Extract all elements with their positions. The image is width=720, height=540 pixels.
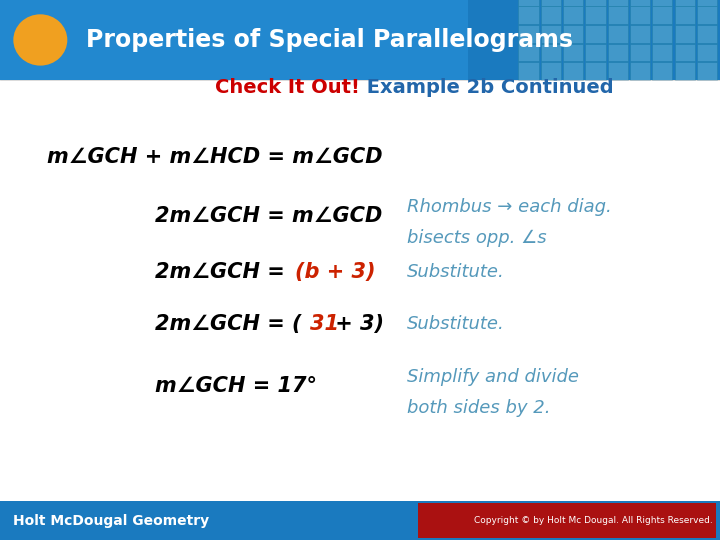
FancyBboxPatch shape [541,44,561,62]
Text: Example 2b Continued: Example 2b Continued [360,78,613,97]
FancyBboxPatch shape [630,62,650,80]
FancyBboxPatch shape [541,25,561,43]
FancyBboxPatch shape [630,6,650,24]
FancyBboxPatch shape [675,0,695,5]
Text: Substitute.: Substitute. [407,315,505,333]
FancyBboxPatch shape [697,62,717,80]
Text: Simplify and divide: Simplify and divide [407,368,579,386]
FancyBboxPatch shape [675,62,695,80]
FancyBboxPatch shape [518,62,539,80]
FancyBboxPatch shape [652,44,672,62]
FancyBboxPatch shape [697,6,717,24]
FancyBboxPatch shape [630,0,650,5]
Text: 2m∠GCH = (: 2m∠GCH = ( [155,314,301,334]
FancyBboxPatch shape [518,44,539,62]
Text: bisects opp. ∠s: bisects opp. ∠s [407,229,546,247]
Text: Copyright © by Holt Mc Dougal. All Rights Reserved.: Copyright © by Holt Mc Dougal. All Right… [474,516,713,525]
FancyBboxPatch shape [585,6,606,24]
FancyBboxPatch shape [563,0,583,5]
FancyBboxPatch shape [608,62,628,80]
FancyBboxPatch shape [652,62,672,80]
FancyBboxPatch shape [585,25,606,43]
FancyBboxPatch shape [652,0,672,5]
FancyBboxPatch shape [585,0,606,5]
FancyBboxPatch shape [585,44,606,62]
Text: 2m∠GCH =: 2m∠GCH = [155,261,292,282]
FancyBboxPatch shape [541,62,561,80]
FancyBboxPatch shape [697,44,717,62]
FancyBboxPatch shape [608,0,628,5]
FancyBboxPatch shape [697,25,717,43]
FancyBboxPatch shape [630,44,650,62]
Text: + 3): + 3) [328,314,384,334]
FancyBboxPatch shape [675,44,695,62]
FancyBboxPatch shape [563,44,583,62]
FancyBboxPatch shape [418,503,716,538]
Text: m∠GCH + m∠HCD = m∠GCD: m∠GCH + m∠HCD = m∠GCD [47,146,382,167]
FancyBboxPatch shape [563,6,583,24]
Text: Holt McDougal Geometry: Holt McDougal Geometry [13,514,209,528]
FancyBboxPatch shape [608,25,628,43]
FancyBboxPatch shape [0,0,468,80]
Text: Check It Out!: Check It Out! [215,78,360,97]
FancyBboxPatch shape [0,501,720,540]
FancyBboxPatch shape [518,0,539,5]
FancyBboxPatch shape [697,0,717,5]
FancyBboxPatch shape [675,6,695,24]
Text: 31: 31 [310,314,339,334]
Text: m∠GCH = 17°: m∠GCH = 17° [155,376,317,396]
Text: both sides by 2.: both sides by 2. [407,399,550,417]
FancyBboxPatch shape [563,25,583,43]
Text: (b + 3): (b + 3) [295,261,376,282]
Text: Substitute.: Substitute. [407,262,505,281]
FancyBboxPatch shape [652,6,672,24]
FancyBboxPatch shape [608,6,628,24]
FancyBboxPatch shape [518,25,539,43]
FancyBboxPatch shape [585,62,606,80]
FancyBboxPatch shape [541,0,561,5]
FancyBboxPatch shape [675,25,695,43]
FancyBboxPatch shape [608,44,628,62]
FancyBboxPatch shape [630,25,650,43]
Text: Rhombus → each diag.: Rhombus → each diag. [407,198,611,215]
FancyBboxPatch shape [652,25,672,43]
Text: Properties of Special Parallelograms: Properties of Special Parallelograms [86,28,573,52]
FancyBboxPatch shape [518,6,539,24]
Ellipse shape [14,14,68,65]
Text: 2m∠GCH = m∠GCD: 2m∠GCH = m∠GCD [155,206,382,226]
FancyBboxPatch shape [563,62,583,80]
FancyBboxPatch shape [0,0,720,80]
FancyBboxPatch shape [541,6,561,24]
